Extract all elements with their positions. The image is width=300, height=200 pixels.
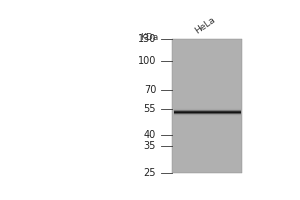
Text: 70: 70	[144, 85, 156, 95]
Text: HeLa: HeLa	[193, 15, 217, 35]
Text: 100: 100	[138, 56, 156, 66]
Text: KDa: KDa	[140, 33, 158, 42]
Text: 55: 55	[144, 104, 156, 114]
Text: 130: 130	[138, 34, 156, 44]
Text: 40: 40	[144, 130, 156, 140]
Text: 25: 25	[144, 168, 156, 178]
Text: 35: 35	[144, 141, 156, 151]
